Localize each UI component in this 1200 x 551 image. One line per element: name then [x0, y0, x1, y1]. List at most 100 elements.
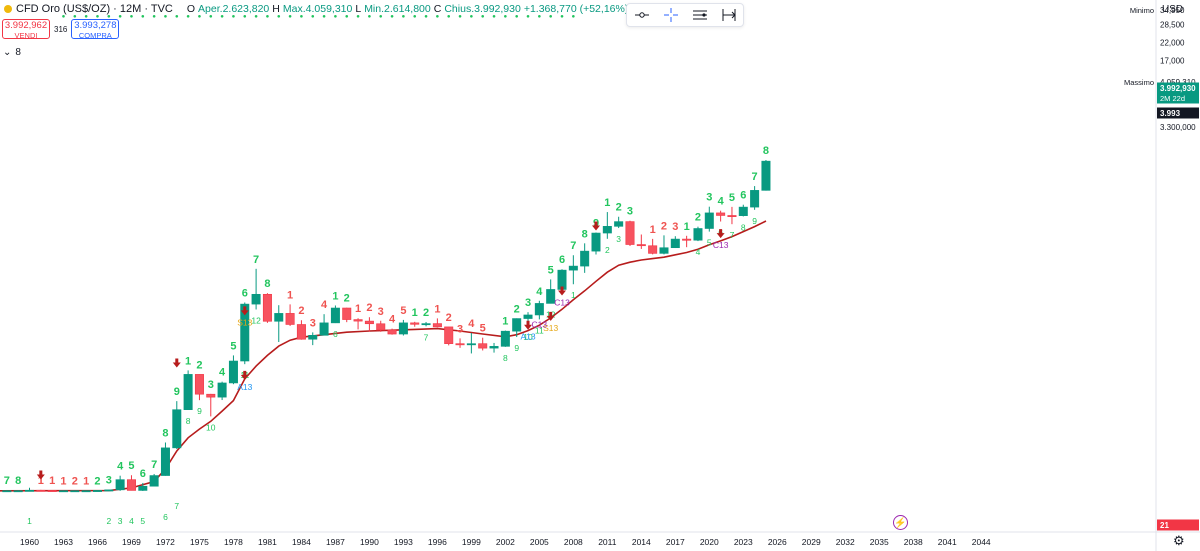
count-above: 4	[536, 286, 543, 298]
count-above: 3	[457, 323, 463, 335]
count-above: 3	[208, 379, 214, 391]
sell-button[interactable]: 3.992,962 VENDI	[2, 19, 50, 40]
price-label-bg	[1157, 76, 1199, 88]
candle-body	[716, 212, 726, 216]
count-above: 8	[15, 475, 21, 487]
count-above: 1	[83, 475, 89, 487]
time-tick-label: 2029	[802, 537, 821, 547]
lots-indicator[interactable]: ⌄ 8	[3, 47, 21, 58]
candle-body	[262, 293, 272, 322]
price-label: 3.992,930	[1160, 84, 1196, 93]
price-label: 21	[1160, 521, 1169, 530]
trade-panel: 3.992,962 VENDI 316 3.993,278 COMPRA	[0, 19, 120, 40]
candle-body	[330, 307, 340, 324]
support-dot	[118, 14, 122, 18]
time-tick-label: 2020	[700, 537, 719, 547]
candle-body	[115, 479, 125, 491]
settings-icon[interactable]: ⚙	[1173, 533, 1185, 548]
candle-body	[70, 490, 80, 493]
support-dot	[209, 14, 213, 18]
price-label-bg	[1157, 519, 1199, 531]
gold-symbol-icon	[4, 5, 12, 13]
candle-body	[228, 360, 238, 384]
support-dot	[413, 14, 417, 18]
chevron-down-icon: ⌄	[3, 47, 12, 58]
candle-body	[455, 343, 465, 346]
candle-body	[194, 374, 204, 395]
ohlc-change: +1.368,770 (+52,16%)	[523, 3, 629, 15]
symbol-title[interactable]: CFD Oro (US$/OZ) · 12M · TVC	[0, 3, 173, 15]
count-below: 6	[163, 512, 168, 522]
candle-body	[478, 343, 488, 349]
crosshair-icon[interactable]	[663, 7, 679, 23]
count-above: 1	[434, 303, 440, 315]
support-dot	[300, 14, 303, 18]
count-above: 6	[242, 287, 248, 299]
count-above: 5	[230, 340, 236, 352]
price-label-bg	[1157, 121, 1199, 133]
count-above: 5	[480, 323, 486, 335]
support-dot	[526, 14, 530, 18]
time-tick-label: 2038	[904, 537, 923, 547]
down-arrow-icon	[716, 229, 725, 239]
support-dot	[266, 14, 269, 18]
time-tick-label: 1969	[122, 537, 141, 547]
flash-icon[interactable]: ⚡	[893, 515, 908, 530]
support-dot	[232, 14, 235, 18]
buy-button[interactable]: 3.993,278 COMPRA	[71, 19, 120, 40]
ohlc-key: H	[272, 3, 280, 15]
time-tick-label: 2023	[734, 537, 753, 547]
candle-body	[104, 489, 114, 492]
time-tick-label: 1990	[360, 537, 379, 547]
support-dot	[356, 14, 360, 18]
price-label-sub: 2M 22d	[1160, 94, 1185, 103]
candle-body	[285, 313, 295, 325]
count-below: 10	[523, 332, 533, 342]
count-above: 5	[400, 305, 406, 317]
time-tick-label: 2005	[530, 537, 549, 547]
candle-body	[693, 228, 703, 241]
candle-body	[421, 323, 431, 326]
count-below: 5	[707, 238, 712, 248]
list-icon[interactable]	[692, 8, 708, 22]
candle-body	[750, 190, 760, 208]
candle-body	[47, 490, 57, 492]
lots-value: 8	[15, 47, 21, 58]
count-above: 2	[366, 302, 372, 314]
down-arrow-icon	[546, 311, 555, 321]
count-above: 6	[559, 254, 565, 266]
signal-label: A13	[237, 382, 252, 392]
count-below: 5	[140, 516, 145, 526]
candle-body	[296, 324, 306, 340]
currency-label[interactable]: USD	[1162, 4, 1184, 15]
time-tick-label: 1993	[394, 537, 413, 547]
time-tick-label: 2017	[666, 537, 685, 547]
count-below: 8	[186, 416, 191, 426]
moving-average-line	[0, 220, 767, 492]
count-above: 1	[684, 221, 690, 233]
candle-body	[568, 265, 578, 271]
line-tool-icon[interactable]	[634, 8, 650, 22]
count-below: 4	[129, 516, 134, 526]
count-above: 2	[344, 293, 350, 305]
down-arrow-icon	[36, 470, 45, 480]
candle-body	[274, 313, 284, 322]
candle-body	[138, 485, 148, 491]
candle-body	[387, 329, 397, 335]
candle-body	[500, 330, 510, 347]
candle-body	[682, 238, 692, 241]
candle-body	[432, 323, 442, 328]
candle-body	[614, 221, 624, 227]
support-dot	[538, 14, 541, 18]
support-dot	[470, 14, 473, 18]
count-above: 8	[763, 145, 769, 157]
support-dot	[96, 14, 99, 18]
candle-body	[489, 346, 499, 349]
candle-body	[217, 382, 227, 398]
count-below: 9	[752, 216, 757, 226]
down-arrow-icon	[240, 370, 249, 380]
support-dot	[345, 14, 349, 18]
range-icon[interactable]	[721, 8, 737, 22]
support-dot	[549, 14, 552, 18]
